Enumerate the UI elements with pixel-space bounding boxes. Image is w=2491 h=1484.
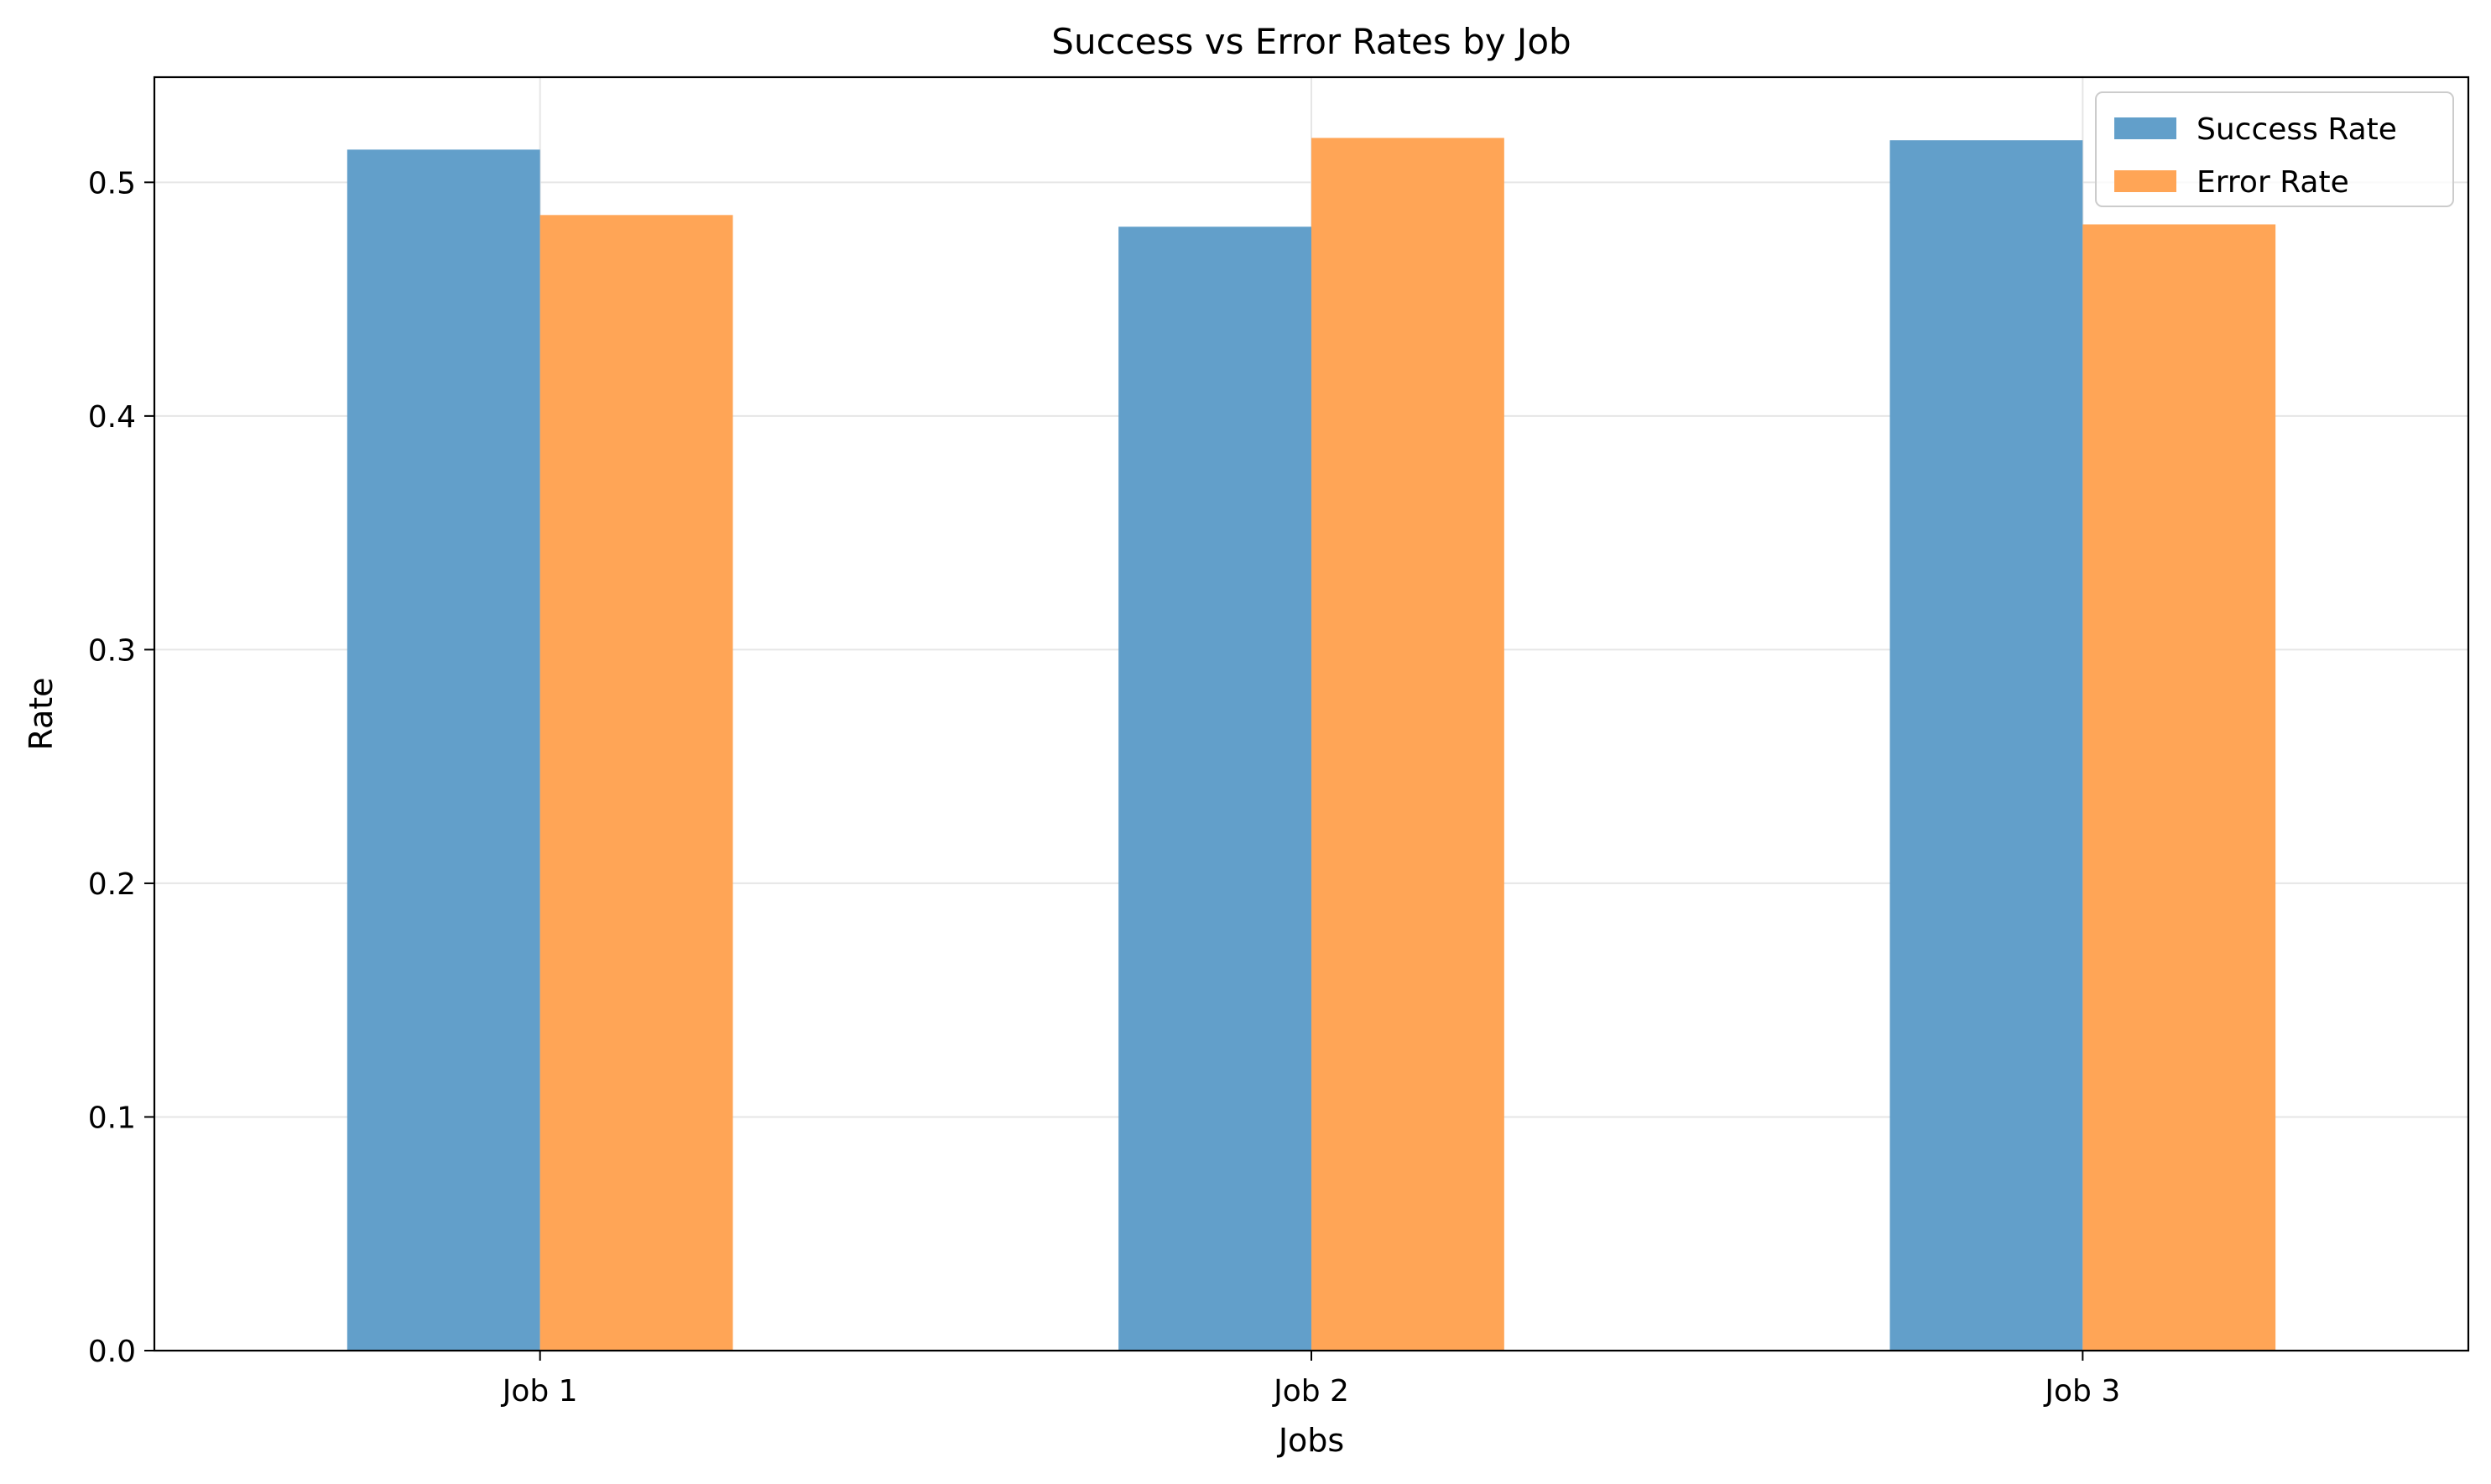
y-tick-label: 0.5 [88,166,136,200]
legend-label: Error Rate [2197,165,2349,200]
y-tick-label: 0.0 [88,1335,136,1369]
bar-error-rate [1311,138,1504,1351]
legend-swatch [2114,170,2176,192]
bar-error-rate [539,215,733,1351]
y-tick-label: 0.3 [88,633,136,668]
y-tick-label: 0.1 [88,1101,136,1135]
x-tick-label: Job 1 [501,1374,578,1408]
chart-title: Success vs Error Rates by Job [1051,21,1571,62]
y-tick-label: 0.4 [88,400,136,435]
bar-error-rate [2082,224,2276,1351]
bars [347,138,2276,1351]
x-tick-label: Job 2 [1272,1374,1349,1408]
legend-swatch [2114,117,2176,139]
y-tick-label: 0.2 [88,867,136,902]
bar-success-rate [1118,227,1311,1351]
x-tick-label: Job 3 [2043,1374,2120,1408]
x-axis-label: Jobs [1277,1422,1344,1459]
legend: Success Rate Error Rate [2095,91,2454,207]
legend-box [2095,91,2454,207]
bar-success-rate [1889,140,2083,1351]
y-axis-label: Rate [23,677,60,750]
legend-label: Success Rate [2197,112,2397,147]
bar-success-rate [347,149,540,1351]
ticks: 0.0 0.1 0.2 0.3 0.4 0.5 Job 1 Job 2 Job 3 [88,166,2121,1408]
